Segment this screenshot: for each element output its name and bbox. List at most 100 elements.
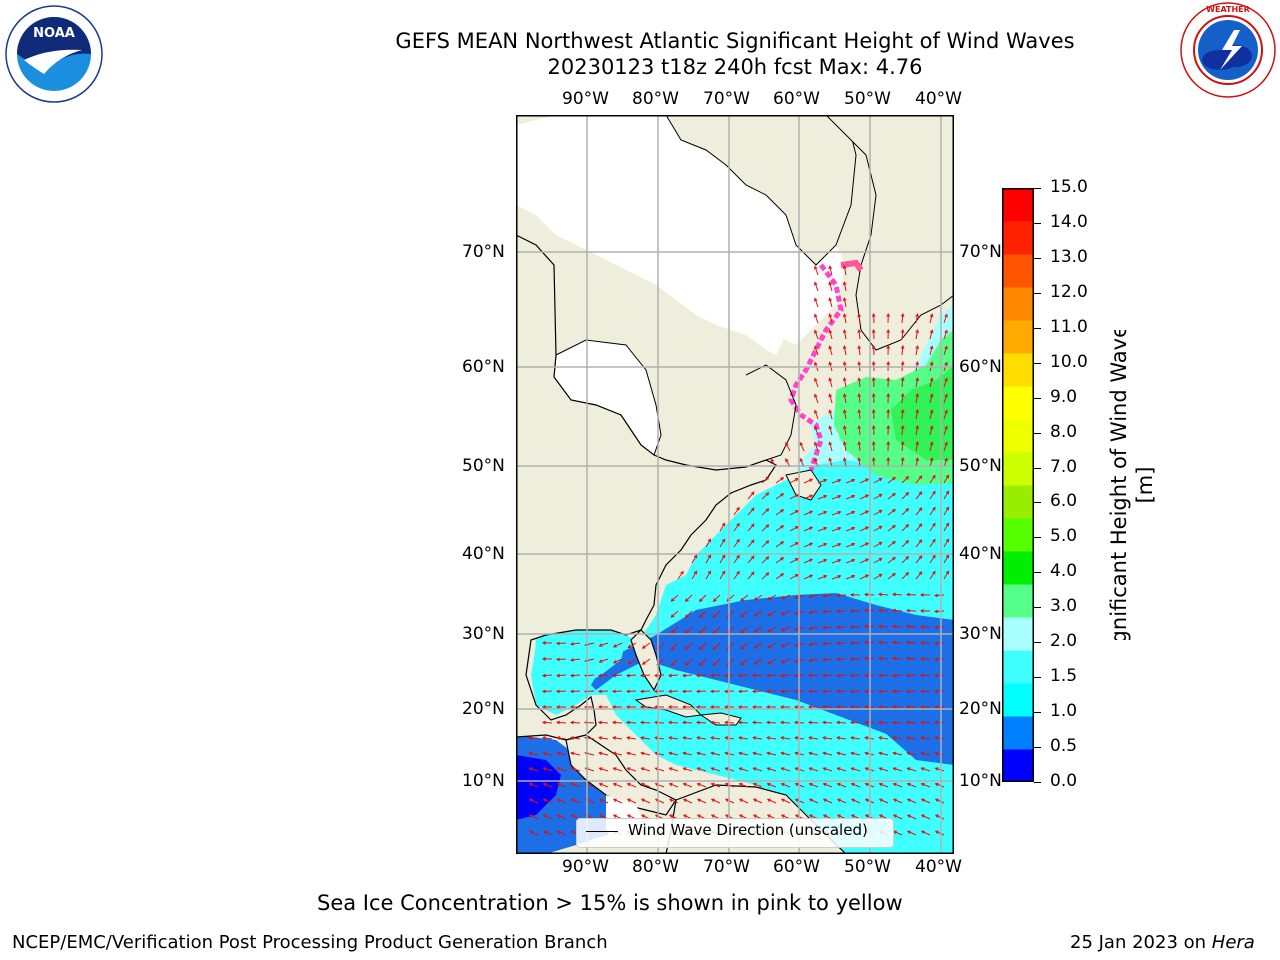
wind-vector-head [712,598,717,603]
wind-vector [873,557,882,564]
wind-vector-head [738,814,743,818]
wind-vector-head [640,782,645,787]
wind-vector-head [684,598,689,603]
wind-vector-head [626,798,631,802]
colorbar-tick-mark [1034,292,1041,294]
wind-vector [845,575,855,580]
lat-label-left-50n: 50°N [462,456,505,476]
wind-vector-head [528,767,533,771]
wind-vector-head [814,441,818,446]
wind-vector [543,752,553,756]
wind-vector-head [857,457,862,461]
wind-vector-head [915,329,919,334]
wind-vector-head [886,312,891,317]
wind-vector [843,330,847,340]
wind-vector [829,282,833,292]
wind-vector [935,767,945,772]
wind-vector-head [696,767,701,771]
wind-vector [669,767,679,772]
wind-vector [915,378,919,388]
wind-vector-head [814,265,818,270]
wind-vector [921,830,931,836]
wind-vector-head [598,767,603,771]
wind-vector [753,737,763,740]
wind-vector-head [794,643,799,647]
wind-vector [920,674,931,677]
wind-vector [599,752,609,756]
wind-vector-head [945,506,950,511]
lat-label-right-10n: 10°N [959,771,1002,791]
wind-vector-head [695,673,701,678]
wind-vector-head [933,689,938,694]
wind-vector-head [721,570,726,575]
wind-vector-head [724,767,729,771]
wind-vector [747,523,755,532]
wind-vector-head [842,265,847,270]
wind-vector-head [814,377,818,382]
wind-vector-head [863,624,868,629]
wind-vector-head [919,625,924,629]
wind-vector [915,491,923,500]
wind-vector [799,442,805,452]
wind-vector-head [821,673,827,678]
wind-vector-head [542,814,547,818]
wind-vector-head [891,640,897,645]
wind-vector-head [780,659,785,664]
wind-vector-head [857,393,862,397]
wind-vector [823,737,833,740]
wind-vector-head [850,751,855,756]
wind-vector-head [794,659,799,663]
wind-vector-head [932,570,936,575]
colorbar-tick-label: 0.5 [1050,736,1078,757]
wind-vector-head [670,614,675,618]
wind-vector-head [696,814,701,818]
wind-vector-head [878,814,883,818]
wind-vector [752,690,763,692]
wind-vector [761,572,769,580]
wind-vector-head [915,393,919,398]
wind-vector-head [905,705,910,709]
wind-vector [817,543,827,548]
wind-vector [719,571,726,580]
wind-vector-head [900,328,905,333]
wind-vector [529,767,539,772]
wind-vector [906,674,917,677]
wind-vector [907,767,917,772]
wind-vector [711,737,721,740]
wind-vector-head [823,494,828,499]
wind-vector-head [626,814,631,818]
wind-vector-head [929,441,934,446]
wind-vector-head [857,441,862,445]
wind-vector [892,674,903,677]
wind-vector [831,527,841,532]
wind-vector [655,798,665,804]
lon-label-bottom-50w: 50°W [844,857,891,877]
wind-vector [543,798,553,804]
wind-vector-head [814,393,818,398]
wind-vector-head [681,689,686,694]
wind-vector [570,721,581,724]
wind-vector [929,346,933,356]
wind-vector [713,642,721,650]
wind-vector-head [878,541,883,546]
wind-vector [934,674,945,677]
wind-vector [829,266,833,276]
wind-vector-head [842,441,847,446]
wind-vector-head [556,782,561,787]
wind-vector [571,737,581,740]
wind-vector-head [740,661,744,666]
colorbar-tick-mark [1034,642,1041,644]
wind-vector-head [794,510,799,514]
wind-vector-head [837,495,842,499]
wind-vector-head [808,798,813,802]
wind-vector [557,752,567,756]
wind-vector [901,393,904,404]
wind-vector [943,442,948,452]
wind-vector-head [835,625,840,630]
wind-vector-head [905,539,910,544]
wind-vector-head [766,767,771,771]
colorbar-segment [1002,386,1034,420]
wind-vector [829,378,833,388]
wind-vector-head [918,555,923,560]
wind-vector-head [878,557,883,562]
